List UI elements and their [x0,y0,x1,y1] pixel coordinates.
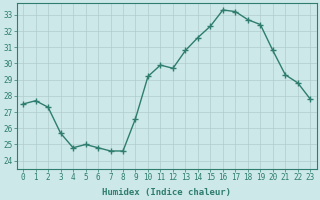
X-axis label: Humidex (Indice chaleur): Humidex (Indice chaleur) [102,188,231,197]
